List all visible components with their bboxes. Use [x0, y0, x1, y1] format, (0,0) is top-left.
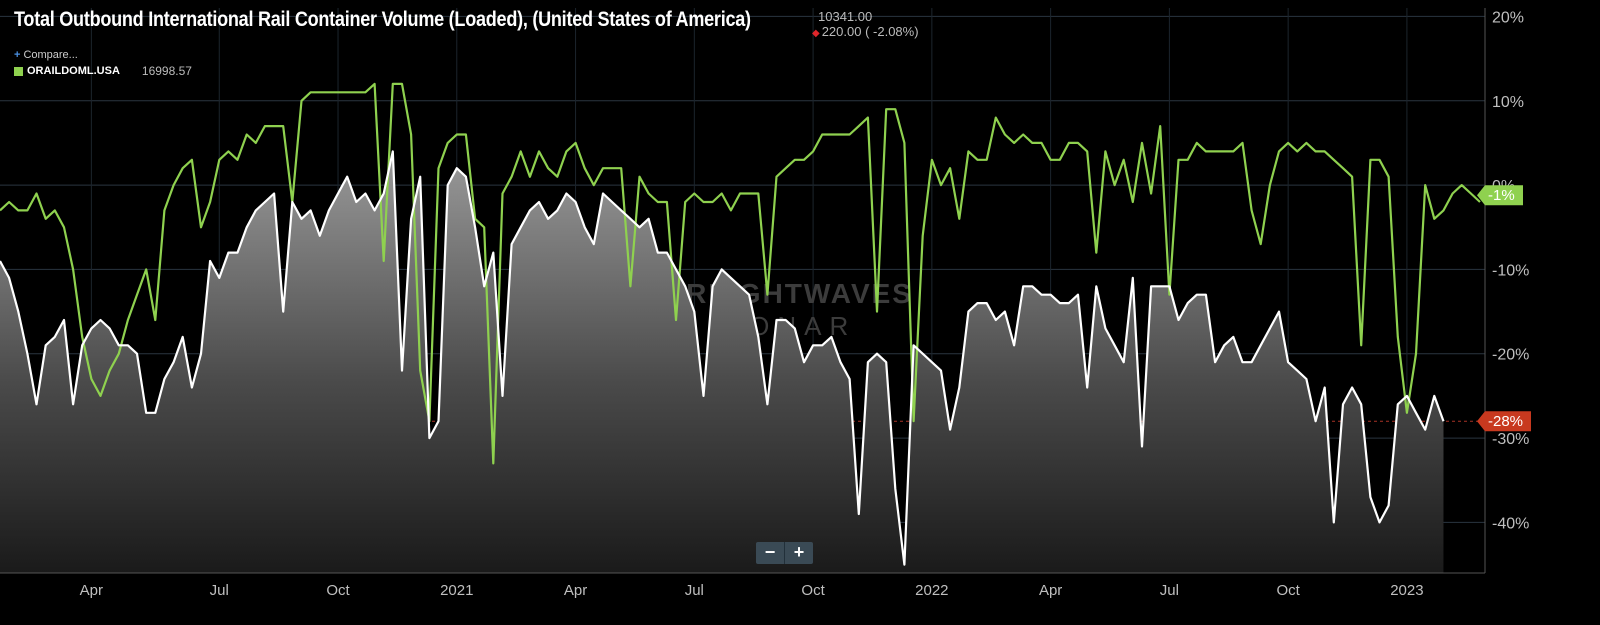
last-label-green: -1% — [1488, 187, 1515, 204]
x-tick-label: Oct — [1276, 582, 1300, 599]
legend-item[interactable]: ORAILDOML.USA 16998.57 — [14, 64, 192, 78]
x-tick-label: Jul — [1160, 582, 1179, 599]
y-tick-label: -20% — [1492, 347, 1529, 364]
x-tick-label: 2021 — [440, 582, 473, 599]
x-tick-label: Oct — [801, 582, 825, 599]
x-tick-label: Apr — [80, 582, 103, 599]
legend-value: 16998.57 — [141, 64, 192, 78]
last-value-tag-red — [1477, 411, 1531, 432]
zoom-controls: − + — [756, 542, 813, 564]
y-tick-label: -40% — [1492, 515, 1529, 532]
series-area-white — [0, 151, 1444, 573]
y-tick-label: -30% — [1492, 431, 1529, 448]
x-tick-label: 2023 — [1390, 582, 1423, 599]
x-tick-label: Jul — [685, 582, 704, 599]
x-tick-label: Apr — [564, 582, 587, 599]
legend-swatch — [14, 66, 23, 76]
plus-icon: + — [14, 49, 21, 61]
chart-title: Total Outbound International Rail Contai… — [14, 8, 751, 31]
y-tick-label: -10% — [1492, 262, 1529, 279]
zoom-in-button[interactable]: + — [793, 542, 805, 562]
last-value: 10341.00 — [818, 9, 873, 24]
change-value: 220.00 ( -2.08%) — [821, 24, 919, 39]
x-tick-label: Oct — [326, 582, 350, 599]
x-tick-label: Jul — [210, 582, 229, 599]
x-tick-label: Apr — [1039, 582, 1062, 599]
watermark-freightwaves: FREIGHTWAVES — [667, 278, 913, 309]
y-tick-label: 20% — [1492, 9, 1524, 26]
series-line-green — [0, 82, 1481, 465]
change-readout: ◆ 220.00 ( -2.08%) — [812, 24, 919, 39]
legend-symbol: ORAILDOML.USA — [27, 65, 120, 77]
last-value-tag-green — [1477, 185, 1523, 206]
compare-label: Compare... — [23, 49, 78, 61]
compare-button[interactable]: + Compare... — [14, 49, 78, 61]
x-tick-label: 2022 — [915, 582, 948, 599]
down-diamond-icon: ◆ — [812, 28, 820, 39]
last-label-red: -28% — [1488, 413, 1523, 430]
series-line-white — [0, 150, 1445, 566]
zoom-out-button[interactable]: − — [756, 542, 785, 564]
y-tick-label: 10% — [1492, 94, 1524, 111]
